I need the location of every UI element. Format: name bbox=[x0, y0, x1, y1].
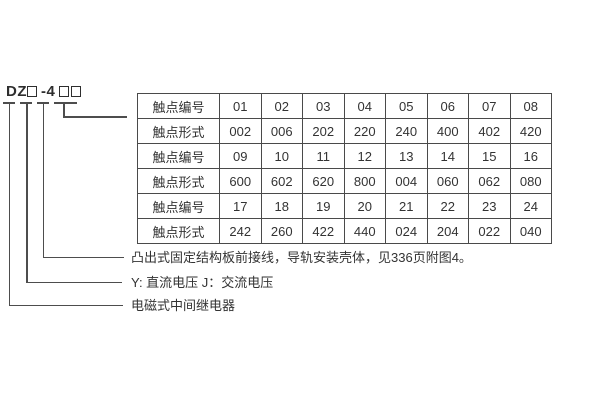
value-cell: 14 bbox=[426, 143, 469, 169]
row-label-cell: 触点形式 bbox=[137, 118, 220, 144]
value-cell: 13 bbox=[385, 143, 428, 169]
value-cell: 03 bbox=[302, 93, 345, 119]
value-cell: 24 bbox=[509, 193, 552, 219]
row-label-cell: 触点编号 bbox=[137, 93, 220, 119]
placeholder-box-icon bbox=[27, 86, 37, 97]
connector-structure-horizontal bbox=[42, 256, 124, 258]
value-cell: 17 bbox=[219, 193, 262, 219]
value-cell: 004 bbox=[385, 168, 428, 194]
value-cell: 620 bbox=[302, 168, 345, 194]
table-row: 触点编号 17 18 19 20 21 22 23 24 bbox=[137, 193, 552, 219]
value-cell: 11 bbox=[302, 143, 345, 169]
table-row: 触点形式 002 006 202 220 240 400 402 420 bbox=[137, 118, 552, 144]
connector-structure-vertical bbox=[42, 102, 44, 258]
connector-relay-horizontal bbox=[8, 304, 123, 306]
placeholder-box-icon bbox=[71, 86, 82, 97]
annotation-voltage: Y: 直流电压 J：交流电压 bbox=[131, 275, 274, 290]
placeholder-box-icon bbox=[59, 86, 70, 97]
connector-contact-horizontal bbox=[63, 116, 127, 118]
value-cell: 400 bbox=[426, 118, 469, 144]
model-prefix: DZ bbox=[6, 83, 27, 100]
table-row: 触点形式 600 602 620 800 004 060 062 080 bbox=[137, 168, 552, 194]
contact-table-container: 触点编号 01 02 03 04 05 06 07 08 触点形式 002 006 202 220 240 4… bbox=[137, 93, 552, 244]
value-cell: 040 bbox=[509, 218, 552, 244]
value-cell: 07 bbox=[468, 93, 511, 119]
value-cell: 240 bbox=[385, 118, 428, 144]
value-cell: 19 bbox=[302, 193, 345, 219]
value-cell: 20 bbox=[343, 193, 386, 219]
value-cell: 220 bbox=[343, 118, 386, 144]
row-label-cell: 触点编号 bbox=[137, 193, 220, 219]
value-cell: 10 bbox=[260, 143, 303, 169]
contact-table-body: 触点编号 01 02 03 04 05 06 07 08 触点形式 002 006 202 220 240 4… bbox=[137, 93, 552, 244]
tick-under-box2-3 bbox=[54, 102, 77, 104]
value-cell: 260 bbox=[260, 218, 303, 244]
connector-voltage-vertical bbox=[26, 102, 28, 283]
value-cell: 080 bbox=[509, 168, 552, 194]
row-label-cell: 触点形式 bbox=[137, 168, 220, 194]
value-cell: 440 bbox=[343, 218, 386, 244]
table-row: 触点形式 242 260 422 440 024 204 022 040 bbox=[137, 218, 552, 244]
value-cell: 422 bbox=[302, 218, 345, 244]
value-cell: 600 bbox=[219, 168, 262, 194]
value-cell: 202 bbox=[302, 118, 345, 144]
value-cell: 024 bbox=[385, 218, 428, 244]
model-code-label: DZ -4 bbox=[6, 83, 82, 100]
value-cell: 23 bbox=[468, 193, 511, 219]
value-cell: 242 bbox=[219, 218, 262, 244]
value-cell: 006 bbox=[260, 118, 303, 144]
value-cell: 402 bbox=[468, 118, 511, 144]
value-cell: 002 bbox=[219, 118, 262, 144]
table-row: 触点编号 01 02 03 04 05 06 07 08 bbox=[137, 93, 552, 119]
value-cell: 16 bbox=[509, 143, 552, 169]
table-row: 触点编号 09 10 11 12 13 14 15 16 bbox=[137, 143, 552, 169]
connector-voltage-horizontal bbox=[26, 281, 122, 283]
annotation-relay-type: 电磁式中间继电器 bbox=[131, 298, 236, 313]
value-cell: 15 bbox=[468, 143, 511, 169]
value-cell: 21 bbox=[385, 193, 428, 219]
annotation-structure: 凸出式固定结构板前接线，导轨安装壳体，见336页附图4。 bbox=[131, 250, 472, 265]
value-cell: 05 bbox=[385, 93, 428, 119]
value-cell: 204 bbox=[426, 218, 469, 244]
value-cell: 02 bbox=[260, 93, 303, 119]
value-cell: 06 bbox=[426, 93, 469, 119]
value-cell: 09 bbox=[219, 143, 262, 169]
value-cell: 22 bbox=[426, 193, 469, 219]
value-cell: 08 bbox=[509, 93, 552, 119]
value-cell: 18 bbox=[260, 193, 303, 219]
value-cell: 04 bbox=[343, 93, 386, 119]
value-cell: 12 bbox=[343, 143, 386, 169]
row-label-cell: 触点形式 bbox=[137, 218, 220, 244]
connector-contact-vertical bbox=[63, 102, 65, 117]
value-cell: 602 bbox=[260, 168, 303, 194]
value-cell: 420 bbox=[509, 118, 552, 144]
value-cell: 01 bbox=[219, 93, 262, 119]
row-label-cell: 触点编号 bbox=[137, 143, 220, 169]
value-cell: 062 bbox=[468, 168, 511, 194]
connector-relay-vertical bbox=[8, 102, 10, 306]
value-cell: 022 bbox=[468, 218, 511, 244]
value-cell: 060 bbox=[426, 168, 469, 194]
model-dash-number: -4 bbox=[41, 83, 56, 100]
contact-table: 触点编号 01 02 03 04 05 06 07 08 触点形式 002 006 202 220 240 4… bbox=[137, 93, 552, 244]
value-cell: 800 bbox=[343, 168, 386, 194]
